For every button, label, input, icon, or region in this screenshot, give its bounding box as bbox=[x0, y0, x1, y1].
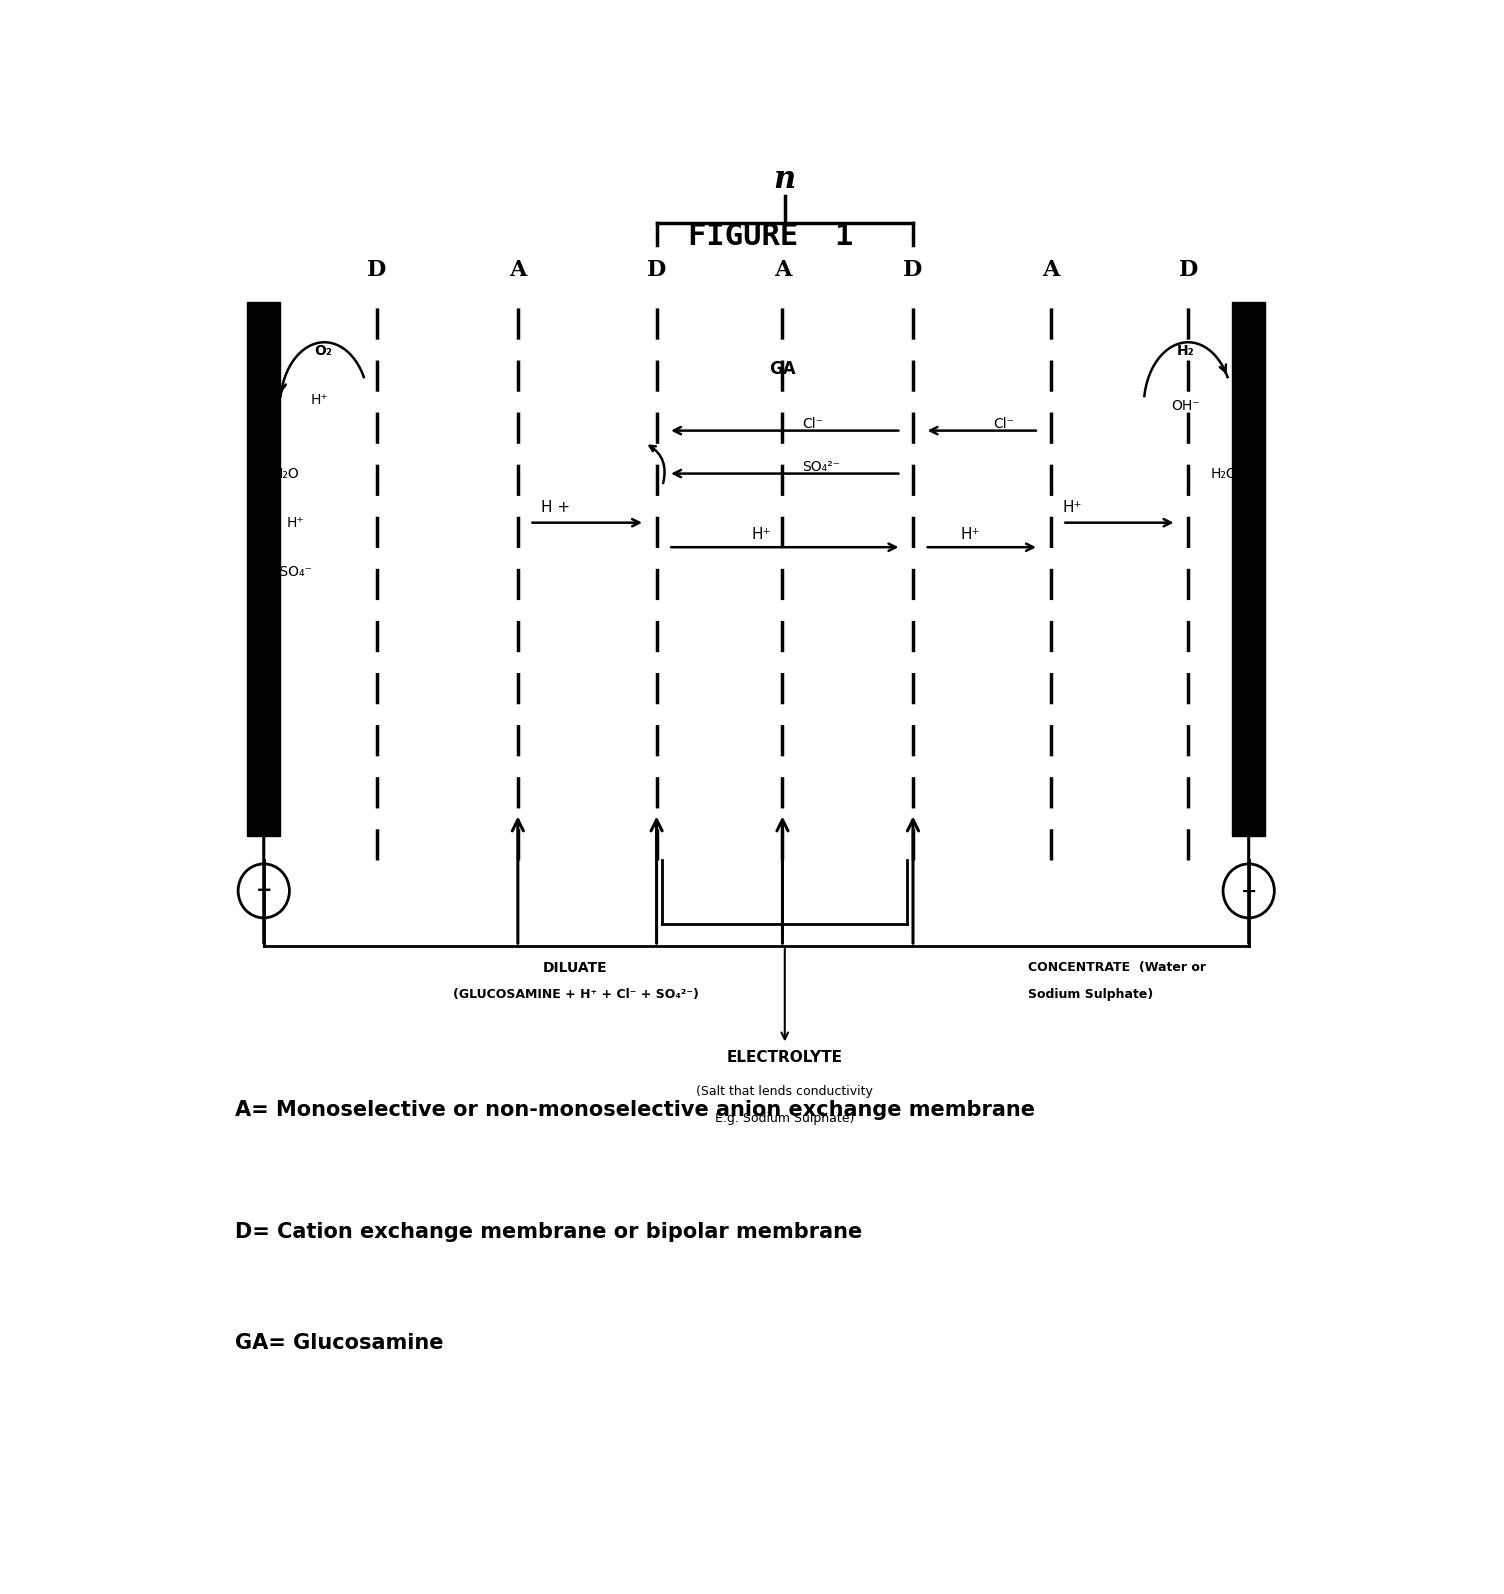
Text: DILUATE: DILUATE bbox=[543, 961, 608, 976]
Text: H⁺: H⁺ bbox=[310, 394, 328, 406]
Text: H +: H + bbox=[541, 501, 570, 515]
Text: FIGURE  1: FIGURE 1 bbox=[689, 222, 853, 250]
Text: H⁺: H⁺ bbox=[287, 516, 305, 529]
Text: H₂O: H₂O bbox=[274, 467, 299, 480]
Text: E.g. Sodium Sulphate): E.g. Sodium Sulphate) bbox=[714, 1113, 854, 1125]
Text: −: − bbox=[1241, 881, 1257, 901]
Text: HSO₄⁻: HSO₄⁻ bbox=[269, 564, 313, 579]
Text: Cl⁻: Cl⁻ bbox=[802, 418, 823, 432]
Bar bbox=[1232, 301, 1265, 835]
Text: +: + bbox=[256, 881, 272, 901]
Text: H⁺: H⁺ bbox=[752, 528, 772, 542]
Text: GA: GA bbox=[769, 360, 796, 378]
Text: H₂O: H₂O bbox=[1211, 467, 1238, 480]
Text: (Salt that lends conductivity: (Salt that lends conductivity bbox=[696, 1086, 874, 1098]
Text: n: n bbox=[773, 164, 796, 194]
Text: OH⁻: OH⁻ bbox=[1172, 398, 1200, 413]
Text: D= Cation exchange membrane or bipolar membrane: D= Cation exchange membrane or bipolar m… bbox=[235, 1223, 862, 1242]
Text: H⁺: H⁺ bbox=[961, 528, 981, 542]
Text: D: D bbox=[647, 258, 666, 281]
Text: (GLUCOSAMINE + H⁺ + Cl⁻ + SO₄²⁻): (GLUCOSAMINE + H⁺ + Cl⁻ + SO₄²⁻) bbox=[453, 988, 698, 1001]
Text: SO₄²⁻: SO₄²⁻ bbox=[802, 461, 841, 475]
Text: Sodium Sulphate): Sodium Sulphate) bbox=[1029, 988, 1154, 1001]
Text: ELECTROLYTE: ELECTROLYTE bbox=[726, 1050, 842, 1065]
Text: O₂: O₂ bbox=[314, 344, 332, 357]
Text: H₂: H₂ bbox=[1176, 344, 1194, 357]
Text: GA= Glucosamine: GA= Glucosamine bbox=[235, 1333, 444, 1353]
Text: A: A bbox=[1042, 258, 1059, 281]
Text: A: A bbox=[773, 258, 791, 281]
Text: A: A bbox=[510, 258, 526, 281]
Text: D: D bbox=[1179, 258, 1197, 281]
Text: H⁺: H⁺ bbox=[1062, 501, 1081, 515]
Text: CONCENTRATE  (Water or: CONCENTRATE (Water or bbox=[1029, 961, 1206, 974]
Text: D: D bbox=[904, 258, 922, 281]
Text: Cl⁻: Cl⁻ bbox=[994, 418, 1014, 432]
Text: D: D bbox=[367, 258, 387, 281]
Text: A= Monoselective or non-monoselective anion exchange membrane: A= Monoselective or non-monoselective an… bbox=[235, 1100, 1035, 1119]
Bar bbox=[248, 301, 280, 835]
